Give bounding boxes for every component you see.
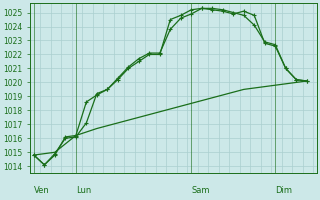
Text: Dim: Dim <box>275 186 292 195</box>
Text: Sam: Sam <box>191 186 210 195</box>
Text: Lun: Lun <box>76 186 91 195</box>
Text: Ven: Ven <box>34 186 50 195</box>
